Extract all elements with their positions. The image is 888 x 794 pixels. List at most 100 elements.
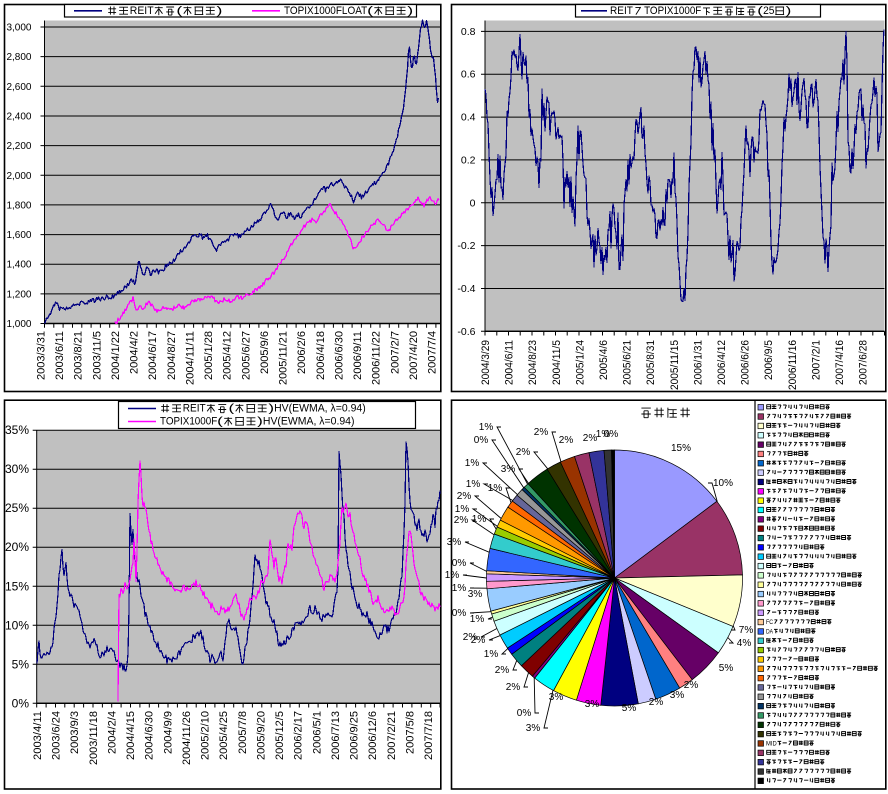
svg-text:2005/9/6: 2005/9/6 bbox=[259, 331, 271, 374]
svg-text:TOPIX1000FLOAT: TOPIX1000FLOAT bbox=[284, 5, 367, 17]
svg-text:): ) bbox=[257, 416, 263, 428]
svg-text:2006/1/31: 2006/1/31 bbox=[692, 340, 704, 385]
svg-text:2006/7/13: 2006/7/13 bbox=[330, 711, 342, 760]
svg-text:HV(EWMA, λ=0.94): HV(EWMA, λ=0.94) bbox=[263, 416, 355, 428]
svg-text:2007/7/18: 2007/7/18 bbox=[423, 711, 435, 760]
svg-text:2005/6/27: 2005/6/27 bbox=[240, 331, 252, 380]
svg-text:1%: 1% bbox=[470, 614, 485, 625]
svg-text:): ) bbox=[407, 5, 413, 17]
svg-text:35%: 35% bbox=[5, 423, 29, 437]
svg-text:2004/11/11: 2004/11/11 bbox=[184, 331, 196, 385]
svg-text:2006/4/12: 2006/4/12 bbox=[716, 340, 728, 385]
svg-text:1,200: 1,200 bbox=[6, 289, 31, 300]
svg-text:3%: 3% bbox=[447, 537, 462, 548]
svg-text:5%: 5% bbox=[12, 657, 30, 671]
svg-text:REIT: REIT bbox=[130, 5, 154, 17]
svg-text:2005/8/31: 2005/8/31 bbox=[645, 340, 657, 385]
svg-text:2003/11/5: 2003/11/5 bbox=[91, 331, 103, 380]
svg-text:20%: 20% bbox=[5, 540, 29, 554]
svg-text:2006/11/22: 2006/11/22 bbox=[371, 331, 383, 385]
svg-text:(: ( bbox=[757, 5, 763, 17]
svg-text:2004/8/23: 2004/8/23 bbox=[527, 340, 539, 385]
svg-text:1%: 1% bbox=[466, 479, 481, 490]
svg-text:5%: 5% bbox=[622, 703, 637, 714]
svg-text:0%: 0% bbox=[474, 435, 489, 446]
svg-text:10%: 10% bbox=[5, 618, 29, 632]
svg-text:2,600: 2,600 bbox=[6, 82, 31, 93]
svg-text:-0.4: -0.4 bbox=[457, 283, 475, 295]
svg-text:2007/2/21: 2007/2/21 bbox=[386, 711, 398, 760]
svg-text:3%: 3% bbox=[501, 464, 516, 475]
svg-text:0.8: 0.8 bbox=[461, 26, 476, 38]
svg-text:1%: 1% bbox=[488, 483, 503, 494]
svg-text:2003/6/11: 2003/6/11 bbox=[54, 331, 66, 380]
svg-text:2005/1/28: 2005/1/28 bbox=[203, 331, 215, 380]
svg-text:(: ( bbox=[367, 5, 373, 17]
svg-text:2005/6/21: 2005/6/21 bbox=[622, 340, 634, 385]
svg-text:2,400: 2,400 bbox=[6, 111, 31, 122]
svg-text:2004/2/4: 2004/2/4 bbox=[106, 711, 118, 754]
svg-text:15%: 15% bbox=[671, 443, 691, 454]
svg-text:2005/11/21: 2005/11/21 bbox=[278, 331, 290, 385]
svg-text:2006/5/1: 2006/5/1 bbox=[311, 711, 323, 754]
svg-text:2007/5/8: 2007/5/8 bbox=[404, 711, 416, 754]
svg-text:2006/4/18: 2006/4/18 bbox=[315, 331, 327, 380]
svg-text:2%: 2% bbox=[463, 632, 478, 643]
svg-text:2005/4/6: 2005/4/6 bbox=[598, 340, 610, 380]
svg-text:2004/3/29: 2004/3/29 bbox=[480, 340, 492, 385]
svg-text:2006/9/25: 2006/9/25 bbox=[349, 711, 361, 760]
svg-text:2004/4/15: 2004/4/15 bbox=[125, 711, 137, 760]
svg-text:2,200: 2,200 bbox=[6, 141, 31, 152]
svg-text:0.4: 0.4 bbox=[461, 112, 476, 124]
svg-text:2%: 2% bbox=[454, 515, 469, 526]
svg-text:30%: 30% bbox=[5, 462, 29, 476]
svg-text:0%: 0% bbox=[604, 429, 619, 440]
svg-text:2006/6/30: 2006/6/30 bbox=[333, 331, 345, 380]
svg-text:2%: 2% bbox=[559, 435, 574, 446]
svg-text:MID: MID bbox=[766, 741, 777, 748]
svg-text:1%: 1% bbox=[455, 504, 470, 515]
svg-text:2004/1/22: 2004/1/22 bbox=[110, 331, 122, 380]
svg-text:2004/8/27: 2004/8/27 bbox=[166, 331, 178, 380]
svg-text:2005/7/8: 2005/7/8 bbox=[237, 711, 249, 754]
svg-text:2003/4/11: 2003/4/11 bbox=[32, 711, 44, 760]
svg-text:10%: 10% bbox=[713, 478, 733, 489]
svg-text:3%: 3% bbox=[670, 690, 685, 701]
svg-text:2%: 2% bbox=[534, 427, 549, 438]
svg-text:1%: 1% bbox=[484, 649, 499, 660]
svg-text:2007/2/1: 2007/2/1 bbox=[810, 340, 822, 380]
svg-text:2006/11/16: 2006/11/16 bbox=[787, 340, 799, 390]
svg-text:REIT: REIT bbox=[610, 5, 633, 17]
svg-text:2004/6/17: 2004/6/17 bbox=[147, 331, 159, 380]
svg-text:): ) bbox=[217, 5, 223, 17]
svg-text:2004/11/5: 2004/11/5 bbox=[551, 340, 563, 385]
svg-text:(: ( bbox=[229, 403, 235, 415]
svg-text:25: 25 bbox=[763, 5, 774, 17]
svg-text:2005/1/24: 2005/1/24 bbox=[574, 340, 586, 385]
svg-text:1%: 1% bbox=[465, 458, 480, 469]
svg-text:1,600: 1,600 bbox=[6, 230, 31, 241]
svg-text:2007/2/7: 2007/2/7 bbox=[389, 331, 401, 374]
svg-text:3%: 3% bbox=[526, 723, 541, 734]
svg-text:2,800: 2,800 bbox=[6, 52, 31, 63]
svg-text:-0.2: -0.2 bbox=[457, 240, 475, 252]
svg-text:2007/6/28: 2007/6/28 bbox=[858, 340, 870, 385]
svg-text:1,400: 1,400 bbox=[6, 260, 31, 271]
svg-text:-0.6: -0.6 bbox=[457, 326, 475, 338]
svg-text:0%: 0% bbox=[517, 708, 532, 719]
svg-text:0%: 0% bbox=[452, 558, 467, 569]
svg-text:): ) bbox=[268, 403, 274, 415]
svg-text:TOPIX1000F: TOPIX1000F bbox=[644, 5, 702, 17]
svg-text:2005/9/20: 2005/9/20 bbox=[255, 711, 267, 760]
svg-text:2004/6/30: 2004/6/30 bbox=[144, 711, 156, 760]
svg-text:): ) bbox=[786, 5, 792, 17]
svg-text:15%: 15% bbox=[5, 579, 29, 593]
svg-text:0%: 0% bbox=[12, 696, 30, 710]
svg-text:2%: 2% bbox=[684, 680, 699, 691]
svg-text:2%: 2% bbox=[506, 682, 521, 693]
svg-text:3%: 3% bbox=[585, 699, 600, 710]
svg-text:2007/7/4: 2007/7/4 bbox=[427, 331, 439, 374]
svg-text:3%: 3% bbox=[468, 589, 483, 600]
svg-text:2005/4/25: 2005/4/25 bbox=[218, 711, 230, 760]
svg-text:2003/6/24: 2003/6/24 bbox=[51, 711, 63, 760]
